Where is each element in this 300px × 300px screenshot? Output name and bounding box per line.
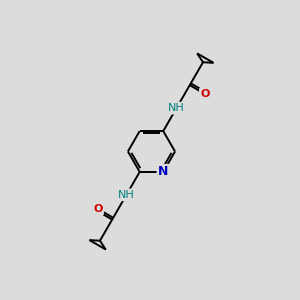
Text: N: N — [158, 165, 168, 178]
Text: O: O — [93, 204, 103, 214]
Text: NH: NH — [168, 103, 185, 113]
Text: NH: NH — [118, 190, 135, 200]
Text: O: O — [200, 89, 210, 99]
